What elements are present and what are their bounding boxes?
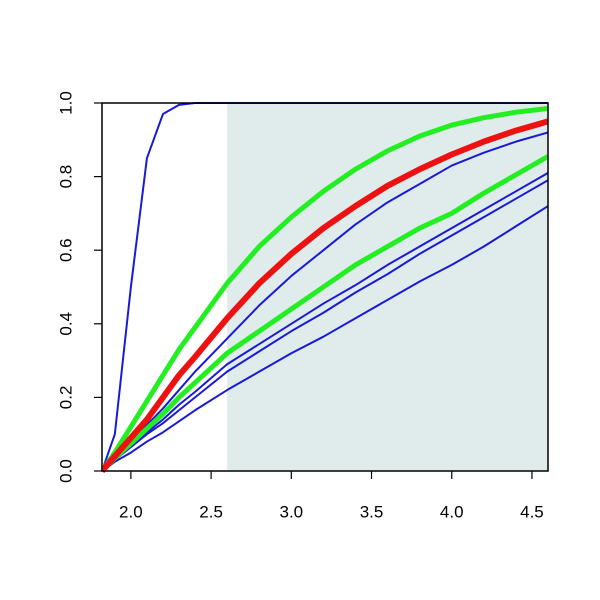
x-tick-label: 4.5 <box>520 502 544 521</box>
line <box>102 106 548 473</box>
x-tick-label: 3.0 <box>279 502 303 521</box>
line <box>102 154 548 473</box>
x-tick-label: 4.0 <box>440 502 464 521</box>
y-tick-label: 1.0 <box>56 91 75 115</box>
line <box>102 118 548 473</box>
y-tick-label: 0.8 <box>56 165 75 189</box>
x-tick-label: 3.5 <box>360 502 384 521</box>
y-tick-label: 0.4 <box>56 312 75 336</box>
x-tick-label: 2.0 <box>119 502 143 521</box>
y-tick-label: 0.6 <box>56 238 75 262</box>
plot-frame <box>101 102 549 472</box>
y-tick-label: 0.0 <box>56 459 75 483</box>
shaded-region <box>227 103 548 471</box>
line <box>102 179 548 472</box>
line <box>102 205 548 472</box>
x-tick-label: 2.5 <box>199 502 223 521</box>
y-tick-label: 0.2 <box>56 386 75 410</box>
